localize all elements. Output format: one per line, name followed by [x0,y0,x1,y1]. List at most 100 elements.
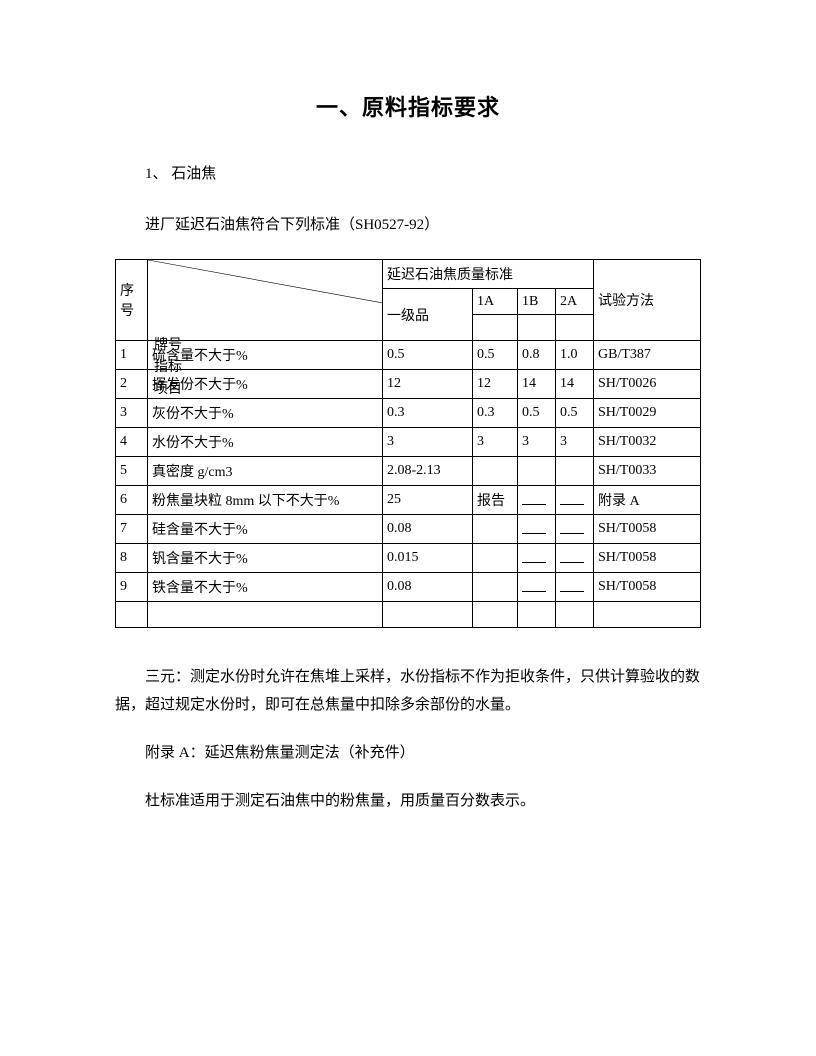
intro-line: 进厂延迟石油焦符合下列标准（SH0527-92） [115,213,701,234]
cell-1b [518,573,556,602]
table-header-row-1: 序号 牌号 指标 项目 延迟石油焦质量标准 试验方法 [116,260,701,289]
cell-2a: 3 [556,428,594,457]
table-body: 1硫含量不大于%0.50.50.81.0GB/T3872挥发份不大于%12121… [116,341,701,602]
cell-method: GB/T387 [594,341,701,370]
cell-item: 挥发份不大于% [148,370,383,399]
table-row: 9铁含量不大于%0.08 SH/T0058 [116,573,701,602]
table-row: 5真密度 g/cm32.08-2.13SH/T0033 [116,457,701,486]
header-grade: 一级品 [383,289,473,341]
document-page: 一、原料指标要求 1、 石油焦 进厂延迟石油焦符合下列标准（SH0527-92）… [0,0,816,1056]
blank-underline [560,549,584,563]
cell-item: 粉焦量块粒 8mm 以下不大于% [148,486,383,515]
cell-1b: 14 [518,370,556,399]
cell-seq: 6 [116,486,148,515]
table-row-empty [116,602,701,628]
cell-seq: 3 [116,399,148,428]
cell-2a [556,573,594,602]
header-2a: 2A [556,289,594,315]
cell-grade: 0.3 [383,399,473,428]
table-row: 6粉焦量块粒 8mm 以下不大于%25报告 附录 A [116,486,701,515]
cell-2a [556,544,594,573]
cell-1b [518,457,556,486]
cell-1a [473,573,518,602]
cell-empty [383,602,473,628]
table-row: 7硅含量不大于%0.08 SH/T0058 [116,515,701,544]
note-dubiao: 杜标准适用于测定石油焦中的粉焦量，用质量百分数表示。 [115,787,701,815]
cell-grade: 0.08 [383,573,473,602]
table-row: 1硫含量不大于%0.50.50.81.0GB/T387 [116,341,701,370]
cell-1b [518,544,556,573]
cell-grade: 0.5 [383,341,473,370]
table-row: 3灰份不大于%0.30.30.50.5SH/T0029 [116,399,701,428]
note-sanyuan: 三元：测定水份时允许在焦堆上采样，水份指标不作为拒收条件，只供计算验收的数据，超… [115,663,701,719]
header-diag-line1: 牌号 [154,338,182,353]
header-diag-labels: 牌号 指标 项目 [154,335,182,401]
cell-2a: 1.0 [556,341,594,370]
cell-seq: 1 [116,341,148,370]
cell-item: 灰份不大于% [148,399,383,428]
blank-underline [560,491,584,505]
table-row: 8钒含量不大于%0.015SH/T0058 [116,544,701,573]
header-1b-blank [518,315,556,341]
note-appendix: 附录 A：延迟焦粉焦量测定法（补充件） [115,739,701,767]
diagonal-line-icon [148,260,382,340]
cell-1a: 报告 [473,486,518,515]
table-row: 4水份不大于%3333SH/T0032 [116,428,701,457]
cell-item: 钒含量不大于% [148,544,383,573]
cell-seq: 4 [116,428,148,457]
cell-seq: 2 [116,370,148,399]
cell-method: 附录 A [594,486,701,515]
cell-method: SH/T0033 [594,457,701,486]
cell-method: SH/T0058 [594,515,701,544]
header-diag-line2: 指标 [154,360,182,375]
cell-1b: 0.8 [518,341,556,370]
header-diagonal-cell: 牌号 指标 项目 [148,260,383,341]
header-seq: 序号 [116,260,148,341]
cell-seq: 7 [116,515,148,544]
cell-grade: 3 [383,428,473,457]
cell-seq: 5 [116,457,148,486]
cell-item: 铁含量不大于% [148,573,383,602]
cell-2a [556,486,594,515]
header-std-group: 延迟石油焦质量标准 [383,260,594,289]
cell-empty [473,602,518,628]
cell-1b [518,486,556,515]
cell-empty [556,602,594,628]
cell-1a [473,544,518,573]
cell-grade: 0.08 [383,515,473,544]
cell-seq: 9 [116,573,148,602]
cell-1b: 0.5 [518,399,556,428]
cell-item: 水份不大于% [148,428,383,457]
cell-empty [518,602,556,628]
cell-empty [116,602,148,628]
cell-item: 硫含量不大于% [148,341,383,370]
cell-1a: 12 [473,370,518,399]
section-1-label: 1、 石油焦 [115,162,701,183]
blank-underline [522,520,546,534]
header-method: 试验方法 [594,260,701,341]
cell-grade: 12 [383,370,473,399]
cell-2a: 14 [556,370,594,399]
cell-2a: 0.5 [556,399,594,428]
cell-2a [556,515,594,544]
cell-empty [148,602,383,628]
cell-seq: 8 [116,544,148,573]
blank-underline [560,520,584,534]
cell-item: 硅含量不大于% [148,515,383,544]
header-1a-blank [473,315,518,341]
blank-underline [522,578,546,592]
blank-underline [522,549,546,563]
cell-grade: 25 [383,486,473,515]
cell-item: 真密度 g/cm3 [148,457,383,486]
blank-underline [560,578,584,592]
header-1b: 1B [518,289,556,315]
cell-1a: 0.3 [473,399,518,428]
cell-method: SH/T0058 [594,573,701,602]
header-1a: 1A [473,289,518,315]
cell-1a [473,457,518,486]
cell-grade: 0.015 [383,544,473,573]
spec-table: 序号 牌号 指标 项目 延迟石油焦质量标准 试验方法 一级品 1A 1B 2A [115,259,701,628]
cell-method: SH/T0026 [594,370,701,399]
cell-1a: 3 [473,428,518,457]
header-diag-line3: 项目 [154,382,182,397]
